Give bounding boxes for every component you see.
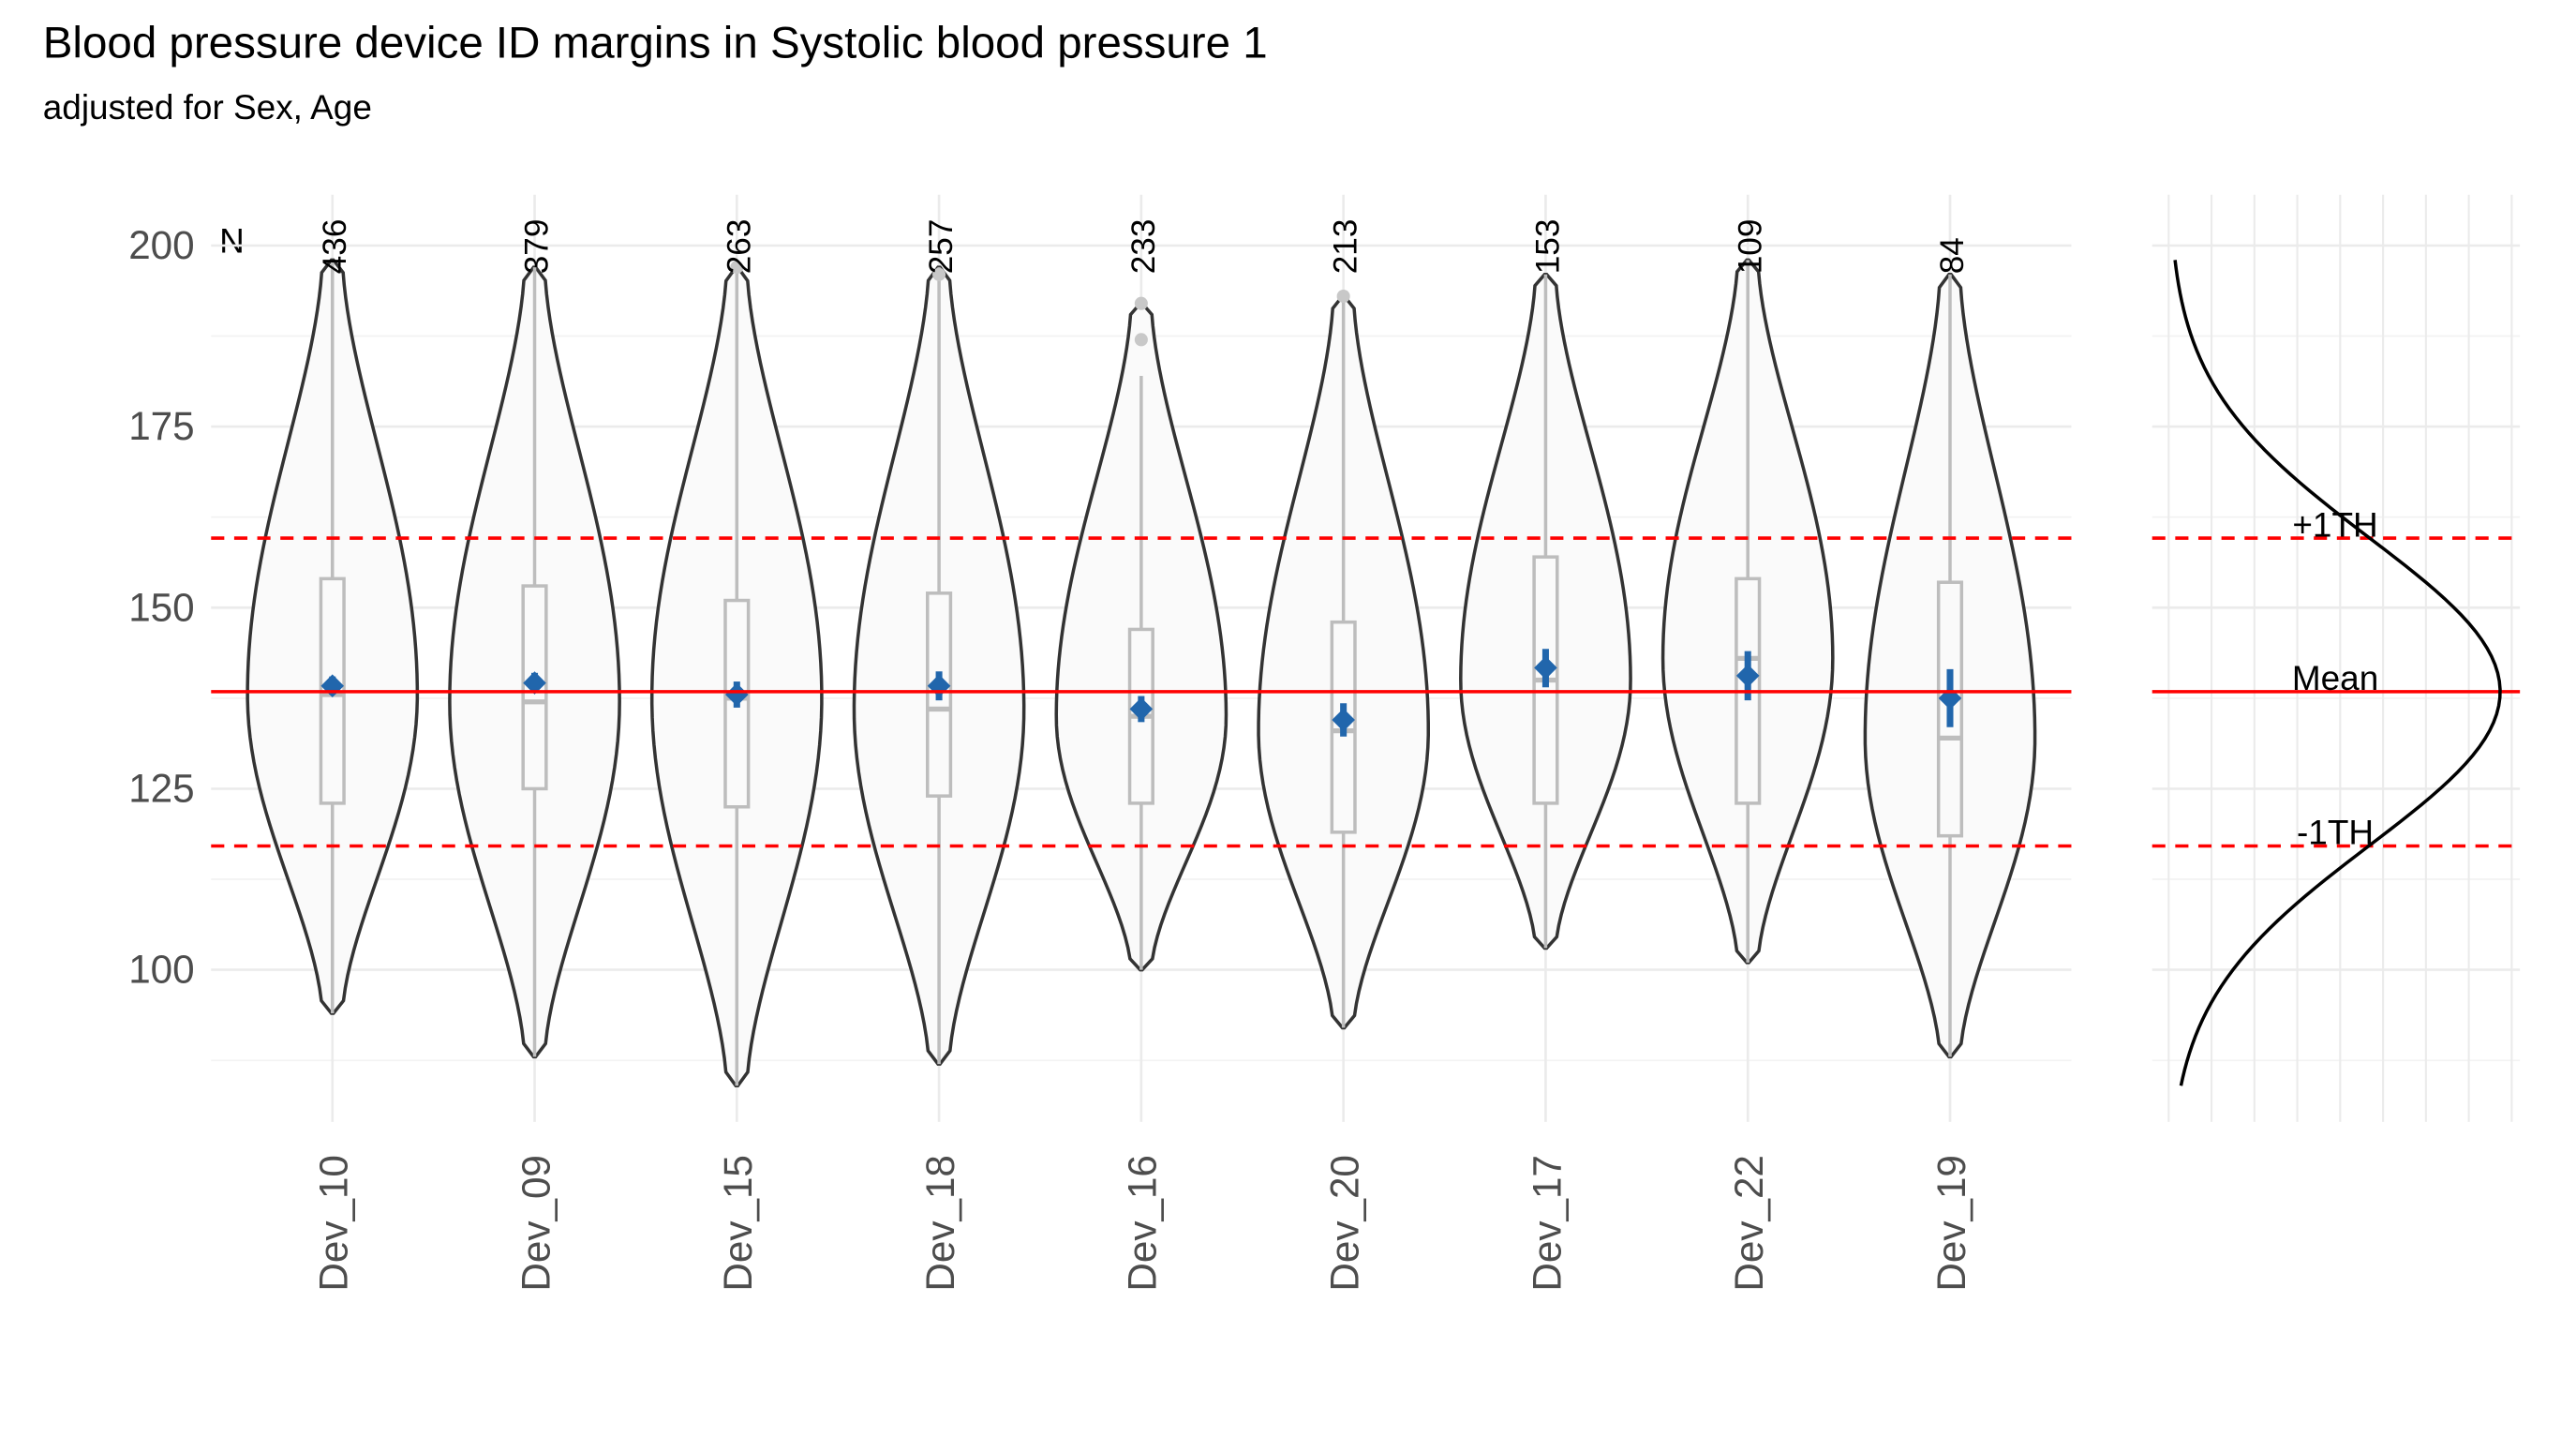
n-value: 257 xyxy=(923,219,960,275)
reference-label: -1TH xyxy=(2297,814,2374,852)
box xyxy=(926,591,953,798)
outlier xyxy=(1134,333,1148,347)
n-value: 109 xyxy=(1732,219,1768,275)
x-tick-label: Dev_20 xyxy=(1322,1155,1366,1292)
outlier xyxy=(932,267,946,281)
estimate-point xyxy=(523,671,546,695)
estimate-point xyxy=(1534,656,1557,680)
n-value: 379 xyxy=(519,219,556,275)
outlier xyxy=(730,261,744,275)
n-label: N xyxy=(219,221,245,260)
x-tick-label: Dev_18 xyxy=(918,1155,962,1292)
estimate-point xyxy=(724,682,749,707)
violin xyxy=(448,265,621,1059)
reference-label: Mean xyxy=(2292,659,2378,697)
box xyxy=(1936,580,1964,838)
x-tick-label: Dev_22 xyxy=(1727,1155,1771,1292)
y-tick-label: 100 xyxy=(128,948,194,992)
x-tick-label: Dev_16 xyxy=(1121,1155,1165,1292)
box xyxy=(1330,620,1357,834)
box xyxy=(723,598,751,809)
x-tick-label: Dev_09 xyxy=(514,1155,558,1292)
n-value: 233 xyxy=(1125,219,1162,275)
estimate-point xyxy=(1332,708,1355,732)
x-tick-label: Dev_17 xyxy=(1525,1155,1569,1292)
x-tick-label: Dev_15 xyxy=(716,1155,760,1292)
n-value: 263 xyxy=(721,219,757,275)
n-value: 84 xyxy=(1934,237,1971,274)
outlier xyxy=(1134,296,1148,310)
x-tick-label: Dev_19 xyxy=(1929,1155,1973,1292)
violin xyxy=(852,265,1026,1066)
outlier xyxy=(1336,289,1350,304)
n-value: 213 xyxy=(1328,219,1364,275)
y-tick-label: 175 xyxy=(128,404,194,448)
y-tick-label: 125 xyxy=(128,767,194,811)
n-value: 153 xyxy=(1530,219,1567,275)
y-tick-label: 150 xyxy=(128,585,194,629)
y-tick-label: 200 xyxy=(128,223,194,267)
box xyxy=(521,584,548,791)
chart-title: Blood pressure device ID margins in Syst… xyxy=(43,19,1268,68)
chart-subtitle: adjusted for Sex, Age xyxy=(43,88,372,127)
n-value: 436 xyxy=(317,219,353,275)
density-curve xyxy=(2173,260,2502,1086)
estimate-point xyxy=(1735,664,1760,688)
x-tick-label: Dev_10 xyxy=(312,1155,356,1292)
